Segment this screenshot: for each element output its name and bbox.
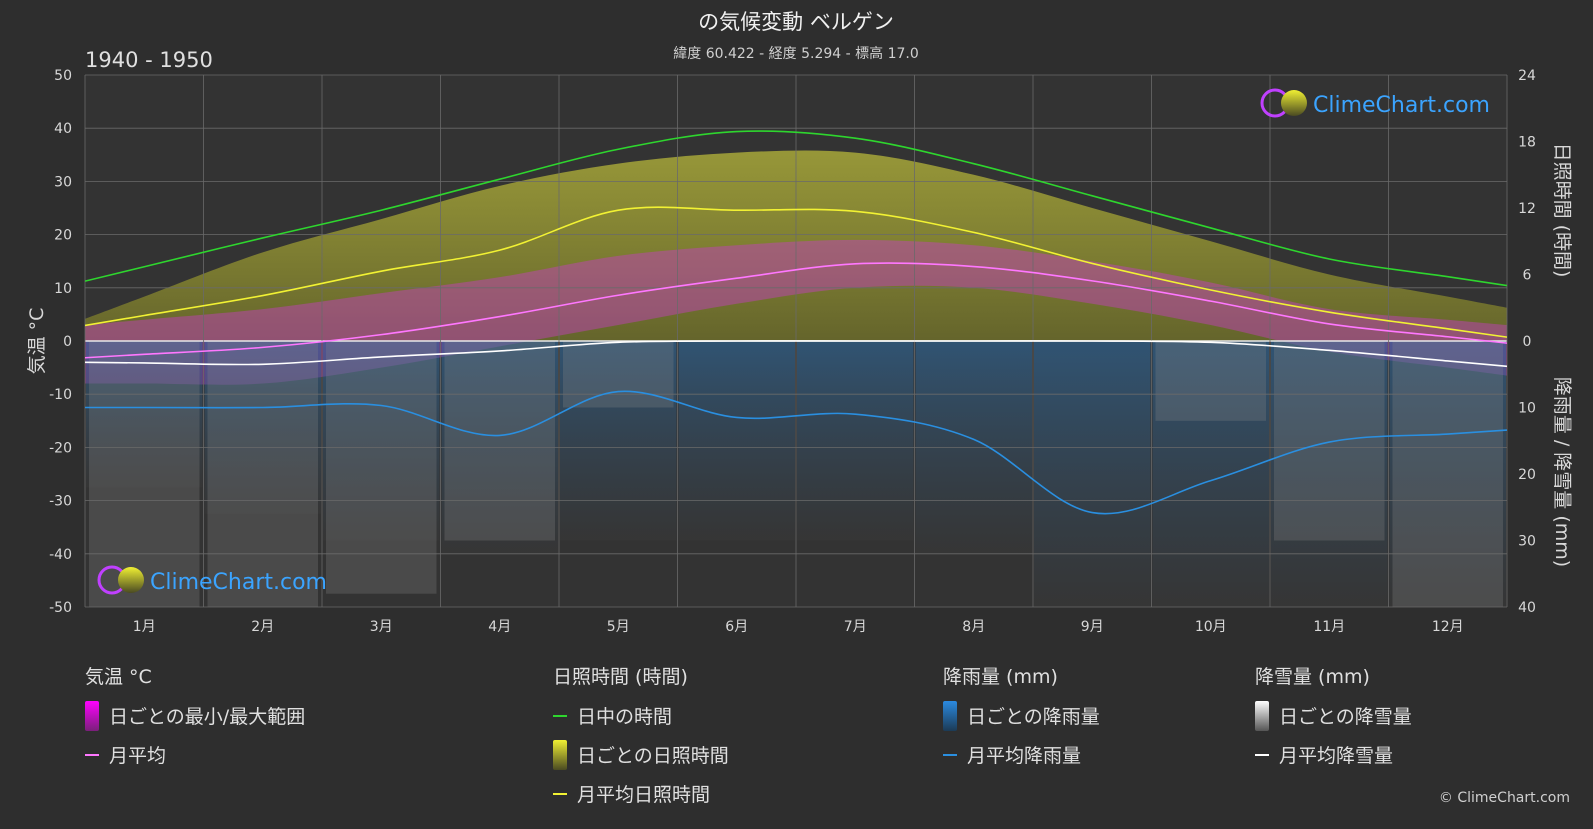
snow-daily-band — [563, 341, 674, 408]
rain-mean-line — [85, 390, 1507, 515]
left-tick-label: -50 — [49, 600, 72, 616]
x-axis-ticks: 1月 2月 3月 4月 5月 6月 7月 8月 9月 10月 11月 12月 — [133, 619, 1464, 635]
left-tick-label: -10 — [49, 387, 72, 403]
brand-watermark-bottom: ClimeChart.com — [150, 570, 327, 595]
left-tick-label: 10 — [54, 281, 72, 297]
rain-daily-band — [797, 341, 914, 541]
left-tick-label: -30 — [49, 494, 72, 510]
legend-item-label: 日ごとの最小/最大範囲 — [109, 706, 305, 728]
chart-title: の気候変動 ベルゲン — [698, 10, 894, 34]
rain-daily-band — [1389, 341, 1506, 607]
month-label: 8月 — [962, 619, 985, 635]
month-label: 7月 — [844, 619, 867, 635]
legend-swatch — [1255, 701, 1269, 731]
brand-logo-bottom: ClimeChart.com — [97, 565, 327, 595]
rain-daily-band — [1034, 341, 1151, 607]
month-label: 10月 — [1195, 619, 1227, 635]
month-label: 3月 — [370, 619, 393, 635]
snow-daily-band — [89, 341, 200, 607]
snow-daily-band — [1274, 341, 1385, 541]
right-tick-label: 20 — [1518, 467, 1536, 483]
month-label: 5月 — [607, 619, 630, 635]
legend-item-label: 月平均降雨量 — [967, 745, 1081, 767]
rain-daily-band — [1152, 341, 1269, 607]
legend-item-label: 日中の時間 — [577, 706, 672, 728]
left-tick-label: 40 — [54, 121, 72, 137]
rain-daily-band — [1271, 341, 1388, 607]
right-tick-label: 24 — [1518, 68, 1536, 84]
left-tick-label: -20 — [49, 440, 72, 456]
right-tick-label: 12 — [1518, 201, 1536, 217]
legend-item-label: 日ごとの日照時間 — [577, 745, 729, 767]
month-label: 11月 — [1313, 619, 1345, 635]
month-label: 12月 — [1432, 619, 1464, 635]
snow-daily-band — [207, 341, 318, 607]
logo-sun-icon — [1281, 90, 1307, 116]
legend-group-title: 降雪量 (mm) — [1255, 666, 1370, 688]
right-tick-label: 6 — [1523, 268, 1532, 284]
daylight-line — [85, 130, 1507, 287]
logo-sun-icon — [118, 567, 144, 593]
snow-daily-band — [444, 341, 555, 541]
right-tick-label: 40 — [1518, 600, 1536, 616]
left-tick-label: 20 — [54, 228, 72, 244]
legend-swatch — [553, 740, 567, 770]
legend-swatch — [943, 701, 957, 731]
rain-daily-band — [323, 341, 440, 541]
month-label: 9月 — [1081, 619, 1104, 635]
rain-daily-band — [560, 341, 677, 541]
left-tick-label: 30 — [54, 174, 72, 190]
brand-logo-top: ClimeChart.com — [1260, 88, 1490, 118]
brand-watermark-top: ClimeChart.com — [1313, 93, 1490, 118]
rain-daily-band — [678, 341, 795, 541]
snow-mean-line — [85, 340, 1507, 368]
rain-daily-band — [204, 341, 321, 514]
legend-swatch — [85, 701, 99, 731]
snow-daily-band — [1392, 341, 1503, 607]
series-lines — [85, 130, 1507, 515]
month-label: 1月 — [133, 619, 156, 635]
right-axis-bottom-label: 降雨量 / 降雪量 (mm) — [1551, 377, 1573, 567]
right-tick-label: 10 — [1518, 401, 1536, 417]
left-tick-label: 50 — [54, 68, 72, 84]
right-tick-label: 0 — [1523, 334, 1532, 350]
month-label: 6月 — [725, 619, 748, 635]
right-tick-label: 18 — [1518, 135, 1536, 151]
left-tick-label: -40 — [49, 547, 72, 563]
sunshine-mean-line — [85, 206, 1507, 338]
temp-mean-line — [85, 262, 1507, 359]
right-tick-label: 30 — [1518, 534, 1536, 550]
legend-group-title: 降雨量 (mm) — [943, 666, 1058, 688]
chart-subtitle: 緯度 60.422 - 経度 5.294 - 標高 17.0 — [673, 45, 919, 62]
legend-group-title: 日照時間 (時間) — [553, 666, 688, 688]
legend-item-label: 月平均降雪量 — [1279, 745, 1393, 767]
legend-item-label: 日ごとの降雪量 — [1279, 706, 1412, 728]
legend-item-label: 月平均 — [109, 745, 166, 767]
copyright: © ClimeChart.com — [1439, 790, 1570, 806]
snow-daily-band — [1155, 341, 1266, 421]
left-tick-label: 0 — [63, 334, 72, 350]
legend-item-label: 日ごとの降雨量 — [967, 706, 1100, 728]
right-axis-top-label: 日照時間 (時間) — [1551, 143, 1573, 278]
rain-daily-band — [86, 341, 203, 488]
plot-area — [84, 74, 1508, 608]
legend-item-label: 月平均日照時間 — [577, 784, 710, 806]
month-label: 4月 — [488, 619, 511, 635]
snow-daily-band — [326, 341, 437, 594]
legend-group-title: 気温 °C — [85, 666, 152, 688]
left-axis-ticks: 50 40 30 20 10 0 -10 -20 -30 -40 -50 — [49, 68, 72, 616]
left-axis-label: 気温 °C — [26, 308, 48, 375]
period-label: 1940 - 1950 — [85, 48, 213, 72]
right-axis-ticks: 24 18 12 6 0 10 20 30 40 — [1518, 68, 1536, 616]
month-label: 2月 — [251, 619, 274, 635]
